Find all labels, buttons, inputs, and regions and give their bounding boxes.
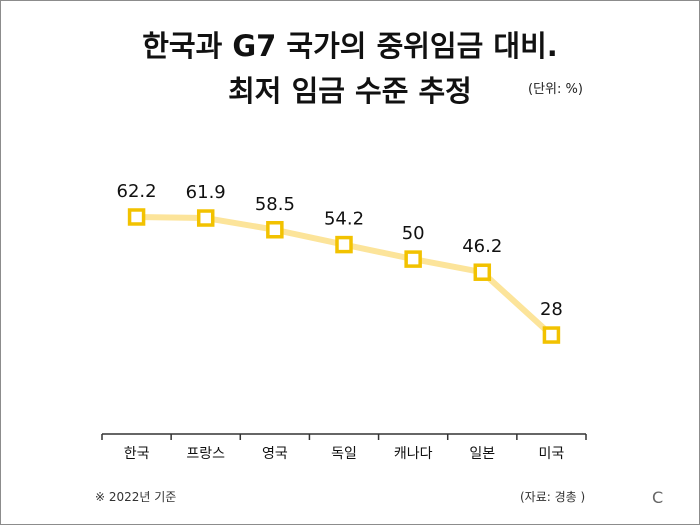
data-label: 58.5 — [255, 194, 295, 215]
data-point — [266, 221, 284, 239]
chart-title-line-1: 한국과 G7 국가의 중위임금 대비. — [142, 29, 558, 63]
data-label: 46.2 — [462, 236, 502, 257]
data-label: 28 — [540, 299, 563, 320]
x-tick-label: 미국 — [539, 446, 565, 462]
corner-mark: C — [652, 488, 664, 507]
data-label: 54.2 — [324, 209, 364, 230]
chart-title-line-2: 최저 임금 수준 추정 — [228, 74, 472, 108]
data-point — [335, 235, 353, 254]
data-point — [404, 250, 422, 268]
x-tick-label: 독일 — [331, 446, 357, 462]
x-tick-label: 영국 — [262, 446, 288, 462]
data-label: 62.2 — [117, 181, 157, 202]
data-point — [196, 209, 215, 227]
data-point — [473, 263, 492, 281]
data-point — [542, 326, 561, 344]
unit-label: (단위: %) — [528, 82, 583, 97]
footnote: ※ 2022년 기준 — [95, 490, 177, 504]
data-label: 61.9 — [186, 182, 226, 203]
x-tick-label: 캐나다 — [394, 446, 433, 462]
source-label: (자료: 경총 ) — [520, 490, 586, 504]
x-tick-label: 일본 — [469, 446, 495, 462]
data-label: 50 — [402, 223, 425, 244]
data-point — [127, 208, 146, 226]
x-tick-label: 프랑스 — [186, 446, 225, 462]
x-tick-label: 한국 — [124, 446, 150, 462]
